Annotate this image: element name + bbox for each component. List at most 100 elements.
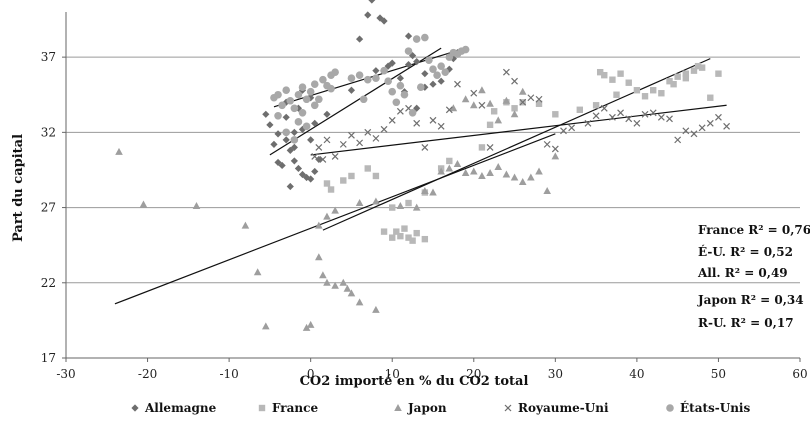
- data-point: [396, 81, 405, 90]
- data-point: [364, 165, 371, 172]
- data-point: [348, 172, 355, 180]
- data-point: [649, 109, 657, 117]
- data-point: [413, 104, 421, 112]
- data-point: [502, 68, 510, 76]
- data-point: [461, 168, 470, 176]
- series-group: [115, 86, 560, 331]
- data-point: [241, 221, 250, 229]
- data-point: [404, 47, 413, 55]
- marker-stroke: [319, 156, 327, 163]
- marker-stroke: [454, 80, 461, 88]
- data-point: [298, 108, 307, 117]
- r2-japon: Japon R² = 0,34: [697, 293, 804, 307]
- marker-stroke: [666, 115, 673, 123]
- data-point: [421, 33, 429, 42]
- data-point: [519, 98, 527, 106]
- data-point: [470, 89, 478, 97]
- marker-stroke: [388, 116, 396, 124]
- x-tick-label: 0: [307, 367, 315, 381]
- data-point: [298, 83, 307, 92]
- data-point: [518, 87, 527, 95]
- data-point: [446, 157, 453, 165]
- data-point: [478, 144, 486, 151]
- data-points: [115, 0, 731, 331]
- data-point: [294, 90, 303, 99]
- data-point: [429, 116, 437, 124]
- data-point: [319, 75, 327, 84]
- data-point: [486, 99, 494, 107]
- data-point: [568, 124, 576, 132]
- marker-stroke: [421, 143, 429, 151]
- data-point: [461, 95, 470, 103]
- data-point: [364, 11, 372, 19]
- data-point: [397, 232, 404, 240]
- data-point: [449, 104, 458, 112]
- data-point: [510, 110, 519, 118]
- r2-france: France R² = 0,76: [698, 223, 810, 237]
- marker-stroke: [478, 101, 486, 109]
- data-point: [262, 322, 270, 330]
- data-point: [396, 202, 405, 210]
- marker-stroke: [592, 112, 600, 120]
- data-point: [666, 78, 673, 85]
- gridlines: [66, 56, 800, 284]
- marker-stroke: [608, 113, 616, 121]
- data-point: [347, 74, 356, 82]
- y-tick-label: 32: [41, 125, 56, 139]
- data-point: [315, 155, 323, 164]
- data-point: [494, 162, 503, 170]
- data-point: [596, 68, 604, 76]
- data-point: [290, 136, 299, 144]
- data-point: [412, 203, 421, 211]
- data-point: [584, 119, 592, 127]
- data-point: [706, 119, 714, 127]
- r2-etats-unis: É-U. R² = 0,52: [698, 244, 793, 259]
- y-tick-label: 22: [41, 276, 56, 290]
- marker-stroke: [657, 113, 665, 121]
- data-point: [274, 90, 282, 99]
- marker-stroke: [543, 140, 551, 148]
- data-point: [413, 58, 421, 66]
- trendline: [310, 104, 727, 156]
- legend-marker: [504, 404, 512, 412]
- data-point: [658, 90, 665, 97]
- marker-stroke: [348, 131, 355, 139]
- marker-stroke: [617, 109, 625, 117]
- data-point: [494, 116, 503, 124]
- data-point: [698, 64, 706, 71]
- y-tick-label: 37: [41, 50, 56, 64]
- data-point: [543, 140, 551, 148]
- x-tick-label: 40: [629, 367, 644, 381]
- data-point: [278, 161, 286, 170]
- y-tick-label: 27: [41, 201, 56, 215]
- legend-marker: [394, 404, 402, 411]
- data-point: [413, 119, 421, 127]
- data-point: [633, 119, 641, 127]
- data-point: [469, 167, 478, 175]
- marker-stroke: [633, 119, 641, 127]
- data-point: [441, 68, 450, 76]
- data-point: [657, 113, 665, 121]
- data-point: [690, 67, 698, 74]
- data-point: [551, 152, 560, 160]
- trendline: [322, 58, 711, 231]
- data-point: [641, 93, 649, 100]
- data-point: [694, 62, 702, 70]
- data-point: [380, 66, 388, 75]
- data-point: [490, 108, 498, 115]
- data-point: [433, 71, 441, 79]
- data-point: [348, 131, 355, 139]
- data-point: [437, 122, 445, 130]
- marker-stroke: [364, 128, 372, 136]
- data-point: [437, 167, 445, 175]
- data-point: [311, 152, 319, 160]
- data-point: [393, 228, 400, 235]
- data-point: [682, 70, 690, 77]
- data-point: [413, 229, 420, 237]
- legend-label: États-Unis: [680, 400, 750, 415]
- data-point: [608, 113, 616, 121]
- marker-stroke: [706, 119, 714, 127]
- data-point: [650, 87, 657, 94]
- data-point: [372, 74, 380, 82]
- data-point: [311, 119, 319, 127]
